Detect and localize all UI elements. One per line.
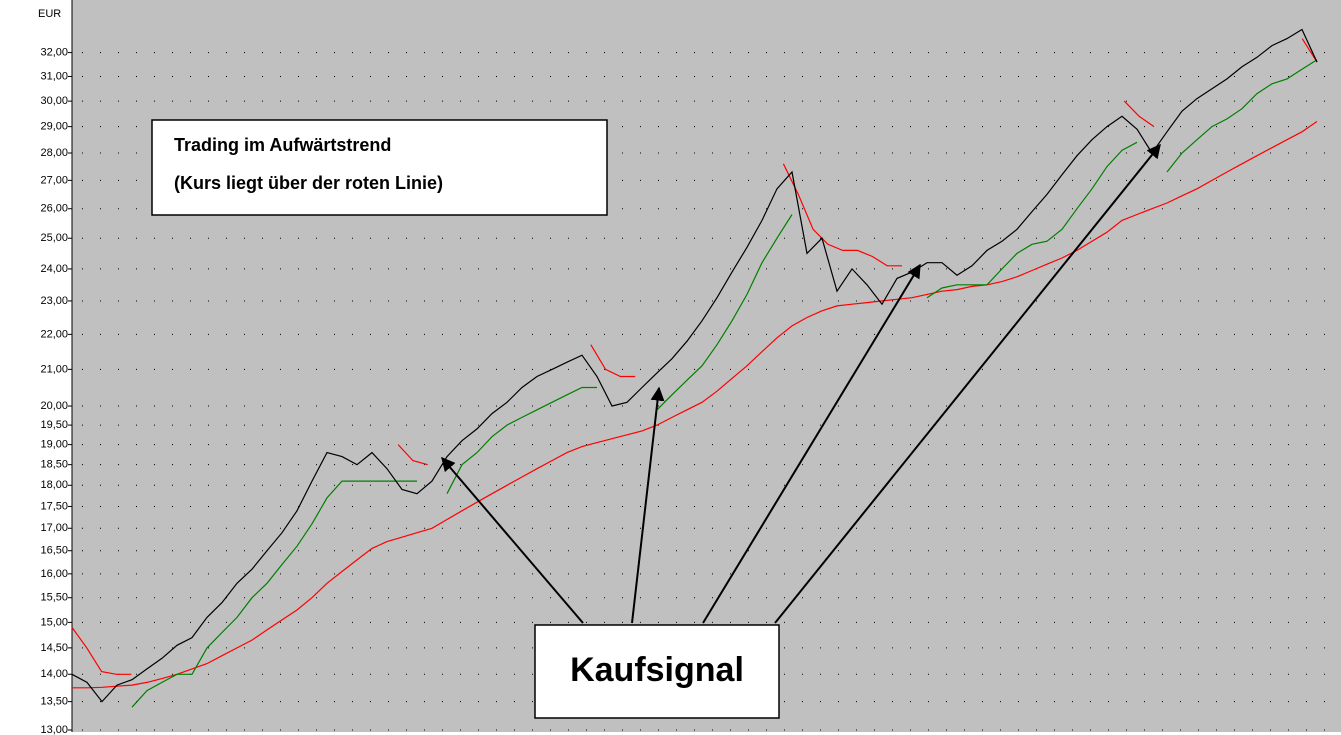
y-tick-label: 16,00 bbox=[40, 568, 68, 580]
arrows bbox=[441, 143, 1161, 624]
series-line bbox=[131, 59, 1318, 708]
y-tick-label: 24,00 bbox=[40, 263, 68, 275]
y-tick-label: 19,00 bbox=[40, 439, 68, 451]
note-line: (Kurs liegt über der roten Linie) bbox=[174, 173, 443, 193]
y-tick-label: 28,00 bbox=[40, 147, 68, 159]
y-tick-label: 26,00 bbox=[40, 203, 68, 215]
arrow bbox=[441, 456, 584, 624]
y-tick-label: 32,00 bbox=[40, 46, 68, 58]
y-tick-label: 19,50 bbox=[40, 419, 68, 431]
y-tick-label: 20,00 bbox=[40, 400, 68, 412]
series-line bbox=[72, 121, 1318, 689]
y-tick-label: 22,00 bbox=[40, 328, 68, 340]
y-tick-label: 18,50 bbox=[40, 459, 68, 471]
y-tick-label: 27,00 bbox=[40, 174, 68, 186]
y-tick-label: 16,50 bbox=[40, 545, 68, 557]
y-tick-label: 23,00 bbox=[40, 295, 68, 307]
y-tick-label: 25,00 bbox=[40, 232, 68, 244]
note-line: Trading im Aufwärtstrend bbox=[174, 135, 391, 155]
note-box bbox=[151, 119, 608, 216]
y-tick-label: 13,50 bbox=[40, 696, 68, 708]
y-tick-label: 17,00 bbox=[40, 522, 68, 534]
signal-box bbox=[534, 624, 780, 719]
arrow bbox=[774, 143, 1161, 624]
series-line bbox=[71, 28, 1318, 703]
y-tick-label: 29,00 bbox=[40, 121, 68, 133]
arrow bbox=[631, 386, 665, 624]
series-line bbox=[71, 38, 1318, 675]
arrow bbox=[702, 263, 921, 624]
y-tick-label: 31,00 bbox=[40, 70, 68, 82]
y-tick-label: 18,00 bbox=[40, 479, 68, 491]
y-tick-label: 15,50 bbox=[40, 592, 68, 604]
y-axis-label: EUR bbox=[38, 8, 61, 20]
y-tick-label: 15,00 bbox=[40, 616, 68, 628]
y-tick-label: 30,00 bbox=[40, 95, 68, 107]
y-tick-label: 17,50 bbox=[40, 500, 68, 512]
y-tick-label: 21,00 bbox=[40, 363, 68, 375]
y-tick-label: 14,00 bbox=[40, 668, 68, 680]
y-tick-label: 14,50 bbox=[40, 642, 68, 654]
signal-label: Kaufsignal bbox=[570, 651, 744, 689]
y-tick-label: 13,00 bbox=[40, 724, 68, 735]
